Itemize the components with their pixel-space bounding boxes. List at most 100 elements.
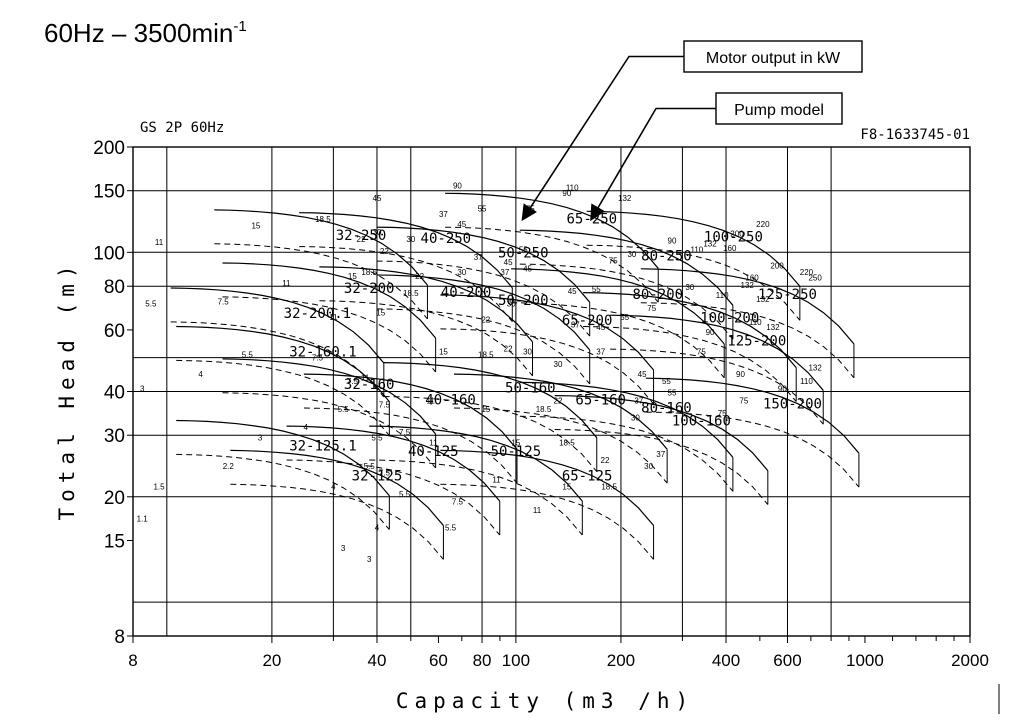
impeller-min-curve [610, 348, 824, 425]
motor-kw-label: 37 [571, 320, 580, 329]
impeller-min-curve [586, 244, 801, 321]
y-tick-label: 15 [104, 532, 125, 553]
motor-kw-label: 37 [474, 253, 483, 262]
motor-kw-label: 7.5 [347, 377, 359, 386]
pump-model-label: 100-250 [704, 229, 763, 245]
motor-kw-label: 11 [155, 238, 164, 247]
pump-model-label: 32-160.1 [289, 345, 356, 361]
motor-kw-label: 132 [808, 363, 822, 372]
motor-kw-label: 90 [706, 328, 715, 337]
motor-kw-label: 18.5 [601, 482, 617, 491]
motor-kw-label: 5.5 [399, 490, 411, 499]
motor-kw-label: 15 [251, 221, 260, 230]
x-axis-label: Capacity (m3 /h) [396, 689, 694, 713]
x-tick-label: 200 [607, 651, 635, 670]
motor-kw-label: 11 [429, 439, 438, 448]
motor-kw-label: 2.2 [223, 462, 235, 471]
pump-model-label: 65-250 [566, 211, 617, 227]
pump-model-label: 40-125 [408, 444, 459, 460]
motor-kw-label: 75 [609, 256, 618, 265]
impeller-min-curve [440, 483, 654, 560]
motor-kw-label: 7.5 [312, 354, 324, 363]
impeller-min-curve [440, 328, 654, 405]
pump-model-label: 125-200 [727, 333, 786, 349]
motor-kw-label: 160 [745, 274, 759, 283]
pump-model-label: 65-125 [562, 469, 613, 485]
motor-kw-label: 3 [140, 385, 145, 394]
y-tick-label: 40 [104, 383, 125, 404]
chart-code-label: GS 2P 60Hz [140, 120, 224, 136]
pump-model-label: 80-250 [641, 248, 692, 264]
motor-kw-label: 200 [770, 261, 784, 270]
motor-kw-label: 75 [739, 396, 748, 405]
annotation-label: Pump model [734, 102, 824, 119]
motor-kw-label: 110 [800, 377, 813, 386]
motor-kw-label: 18.5 [403, 289, 419, 298]
impeller-min-curve [299, 246, 513, 322]
motor-kw-label: 4 [198, 370, 203, 379]
impeller-min-curve [176, 453, 390, 530]
impeller-min-curve [383, 396, 598, 472]
motor-kw-label: 110 [716, 291, 729, 300]
motor-kw-label: 18.5 [559, 439, 575, 448]
impeller-max-curve [176, 325, 390, 402]
pump-model-label: 50-250 [498, 245, 549, 261]
motor-kw-label: 4 [331, 482, 336, 491]
annotation-arrow [590, 107, 716, 222]
motor-kw-label: 132 [741, 281, 755, 290]
pump-model-label: 100-160 [672, 414, 731, 430]
x-tick-label: 600 [773, 651, 801, 670]
impeller-min-curve [376, 260, 591, 337]
impeller-max-curve [554, 395, 769, 471]
motor-kw-label: 7.5 [379, 469, 391, 478]
impeller-max-curve [445, 192, 659, 269]
pump-model-label: 32-200 [344, 281, 395, 297]
impeller-min-curve [170, 321, 385, 398]
impeller-min-curve [645, 411, 860, 488]
motor-kw-label: 5.5 [145, 299, 157, 308]
motor-kw-label: 55 [592, 285, 601, 294]
motor-kw-label: 18.5 [315, 215, 331, 224]
impeller-min-curve [640, 302, 855, 379]
motor-kw-label: 250 [808, 274, 822, 283]
motor-kw-label: 30 [627, 250, 636, 259]
motor-kw-label: 37 [500, 268, 509, 277]
motor-kw-label: 15 [439, 348, 448, 357]
motor-kw-label: 55 [478, 204, 487, 213]
motor-kw-label: 4 [304, 423, 309, 432]
motor-kw-label: 11 [533, 506, 542, 515]
motor-kw-label: 22 [357, 235, 366, 244]
motor-kw-label: 7.5 [452, 498, 464, 507]
impeller-min-curve [376, 308, 591, 385]
impeller-max-curve [519, 381, 734, 458]
pump-labels: 32-125.1 32-125 32-160.1 32-160 32-200.1 32-2… [284, 211, 822, 484]
motor-kw-label: 11 [329, 313, 338, 322]
motor-kw-label: 30 [373, 228, 382, 237]
impeller-min-curve [511, 302, 725, 379]
annotation-box [683, 40, 863, 73]
x-tick-label: 40 [368, 651, 387, 670]
motor-kw-label: 30 [554, 360, 563, 369]
motor-kw-label: 90 [668, 236, 677, 245]
motor-kw-label: 90 [453, 182, 462, 191]
impeller-min-curve [176, 359, 390, 436]
pump-model-label: 32-160 [344, 377, 395, 393]
motor-kw-label: 45 [457, 220, 466, 229]
y-tick-label: 150 [93, 182, 125, 203]
pump-model-label: 32-125 [352, 469, 403, 485]
annotation-arrow [521, 55, 684, 222]
motor-kw-label: 3 [367, 555, 372, 564]
impeller-max-curve [222, 358, 437, 435]
motor-kw-label: 22 [481, 315, 490, 324]
motor-kw-label: 11 [427, 396, 436, 405]
motor-kw-label: 3 [258, 433, 263, 442]
impeller-min-curve [222, 392, 436, 469]
x-tick-label: 100 [502, 651, 530, 670]
axis-ticks: 8 20 40 60 80 100 200 400 600 1000 2000 8 15 20 30 40 60… [93, 138, 989, 670]
impeller-min-curve [303, 407, 518, 484]
y-tick-label: 100 [93, 243, 125, 264]
impeller-min-curve [319, 300, 533, 377]
pump-model-label: 50-160 [505, 381, 556, 397]
impeller-max-curve [299, 212, 513, 289]
chart-title-exponent: -1 [233, 18, 247, 35]
